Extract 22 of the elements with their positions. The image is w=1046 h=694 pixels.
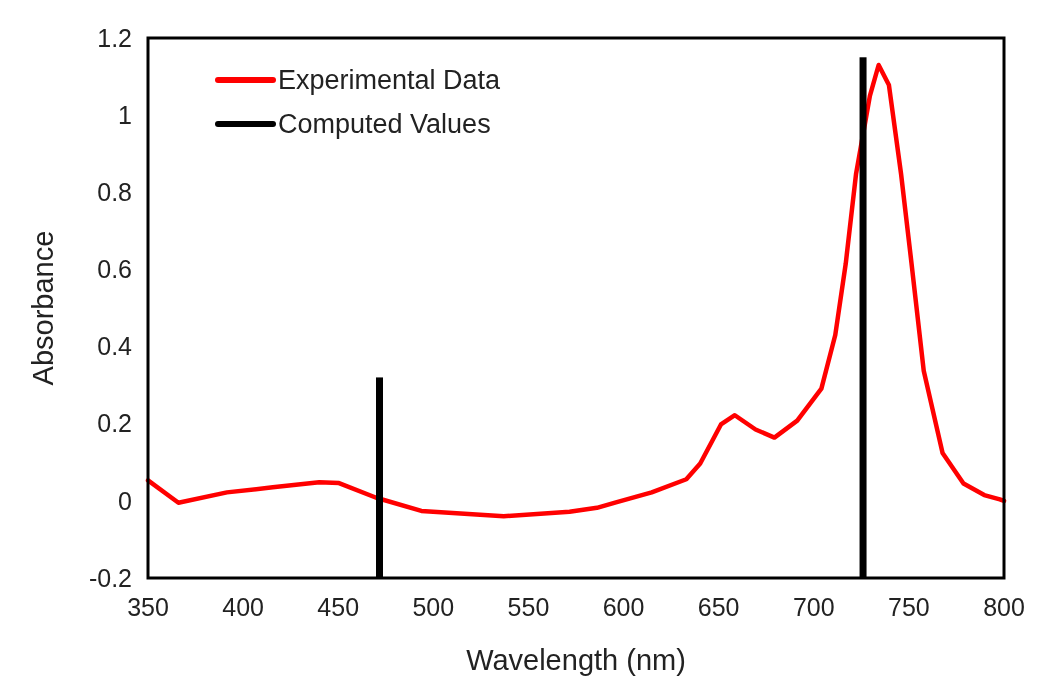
x-tick-label: 700 (792, 593, 835, 621)
y-tick-label: -0.2 (88, 563, 132, 592)
x-tick-label: 750 (888, 593, 930, 621)
x-tick-label: 550 (507, 593, 550, 621)
y-axis-title: Absorbance (27, 230, 59, 386)
x-tick-label: 350 (127, 593, 169, 621)
y-tick-label: 0 (118, 486, 132, 515)
y-tick-label: 1.2 (97, 23, 132, 52)
x-tick-label: 400 (222, 593, 264, 621)
y-tick-label: 0.8 (97, 178, 132, 207)
x-tick-label: 800 (983, 593, 1025, 621)
y-tick-label: 1 (118, 100, 132, 129)
x-tick-label: 450 (317, 593, 360, 621)
x-tick-label: 600 (602, 593, 645, 621)
x-axis-title: Wavelength (nm) (466, 644, 686, 676)
x-tick-label: 650 (697, 593, 740, 621)
legend-label: Computed Values (278, 109, 491, 140)
legend-label: Experimental Data (278, 65, 502, 96)
y-tick-label: 0.4 (97, 332, 133, 361)
x-tick-label: 500 (412, 593, 455, 621)
y-tick-label: 0.6 (97, 255, 132, 284)
y-tick-label: 0.2 (97, 409, 132, 438)
